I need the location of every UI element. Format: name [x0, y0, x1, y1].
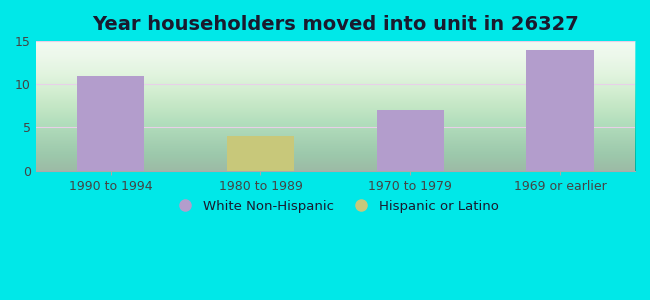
Bar [526, 50, 594, 171]
Bar [376, 110, 444, 171]
Legend: White Non-Hispanic, Hispanic or Latino: White Non-Hispanic, Hispanic or Latino [166, 195, 504, 218]
Bar [77, 76, 144, 171]
Title: Year householders moved into unit in 26327: Year householders moved into unit in 263… [92, 15, 578, 34]
Bar [227, 136, 294, 171]
